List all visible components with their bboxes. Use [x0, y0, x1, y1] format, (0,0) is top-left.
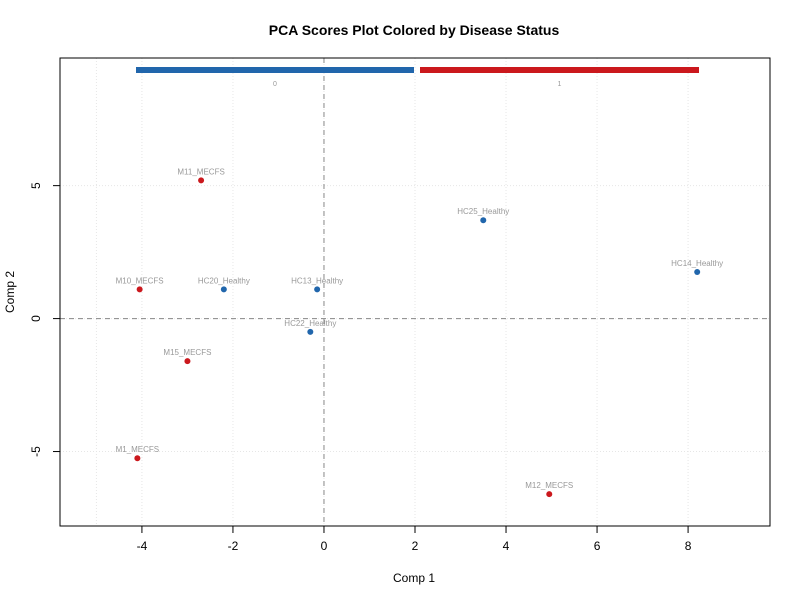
x-tick-label: 2 [412, 539, 419, 553]
x-tick-label: 8 [685, 539, 692, 553]
point-label: HC22_Healthy [284, 319, 336, 328]
data-point [314, 286, 321, 293]
data-point [307, 328, 314, 335]
point-label: M1_MECFS [116, 445, 160, 454]
data-point [198, 177, 205, 184]
point-label: M12_MECFS [525, 481, 573, 490]
point-label: HC13_Healthy [291, 276, 343, 285]
point-label: M10_MECFS [116, 276, 164, 285]
point-label: HC25_Healthy [457, 207, 509, 216]
reference-lines [60, 58, 770, 526]
x-tick-label: -2 [228, 539, 239, 553]
x-axis: -4 -2 0 2 4 6 8 [137, 525, 692, 553]
point-labels: HC25_Healthy HC14_Healthy HC20_Healthy HC13… [116, 167, 724, 490]
data-points [134, 177, 701, 498]
legend-label-1: 1 [558, 81, 562, 88]
y-tick-label: 5 [29, 182, 43, 189]
x-tick-label: 0 [321, 539, 328, 553]
y-tick-label: 0 [29, 315, 43, 322]
data-point [184, 358, 191, 365]
chart-title: PCA Scores Plot Colored by Disease Statu… [269, 22, 560, 38]
data-point [694, 269, 701, 276]
y-axis-label: Comp 2 [3, 271, 17, 313]
x-axis-label: Comp 1 [393, 571, 435, 585]
data-point [220, 286, 227, 293]
point-label: M15_MECFS [163, 348, 211, 357]
x-tick-label: 4 [503, 539, 510, 553]
x-tick-label: 6 [594, 539, 601, 553]
y-tick-label: -5 [29, 446, 43, 457]
y-axis: -5 0 5 [29, 182, 61, 457]
point-label: M11_MECFS [177, 167, 224, 176]
data-point [480, 217, 487, 224]
legend-swatch-0 [136, 67, 414, 73]
point-label: HC20_Healthy [198, 276, 250, 285]
legend-swatch-1 [420, 67, 699, 73]
x-tick-label: -4 [137, 539, 148, 553]
legend-label-0: 0 [273, 81, 277, 88]
data-point [134, 455, 141, 462]
grid-lines [60, 58, 770, 526]
point-label: HC14_Healthy [671, 259, 723, 268]
data-point [546, 491, 553, 498]
data-point [136, 286, 143, 293]
